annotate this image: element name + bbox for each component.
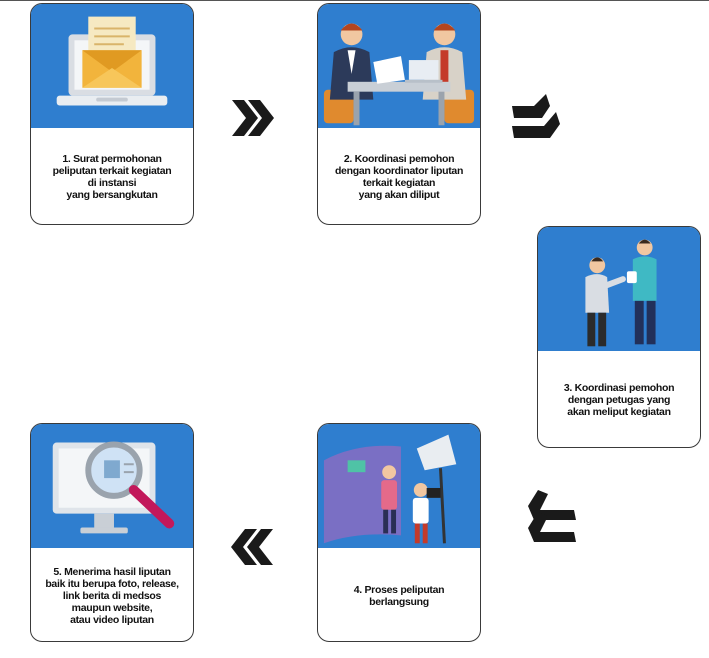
- top-border-line: [0, 0, 709, 1]
- step-2-line-3: terkait kegiatan: [362, 177, 436, 189]
- step-card-3: 3. Koordinasi pemohon dengan petugas yan…: [537, 226, 701, 448]
- laptop-envelope-icon: [31, 4, 193, 128]
- step-4-line-2: berlangsung: [369, 595, 429, 608]
- step-3-line-3: akan meliput kegiatan: [567, 406, 671, 418]
- step-5-line-2: baik itu berupa foto, release,: [45, 577, 179, 590]
- step-5-line-5: atau video liputan: [70, 613, 154, 626]
- two-people-talking-icon: [538, 227, 700, 351]
- arrow-down-left-icon: [524, 488, 580, 544]
- step-card-2: 2. Koordinasi pemohon dengan koordinator…: [317, 3, 481, 225]
- magnifier-monitor-icon: [31, 424, 193, 548]
- step-5-line-1: 5. Menerima hasil liputan: [53, 565, 171, 578]
- step-1-line-4: yang bersangkutan: [66, 189, 158, 201]
- step-2-line-1: 2. Koordinasi pemohon: [343, 153, 455, 165]
- arrow-left-icon: [229, 527, 275, 567]
- step-2-line-4: yang akan diliput: [358, 189, 440, 201]
- step-4-line-1: 4. Proses peliputan: [353, 583, 445, 596]
- step-card-4: 4. Proses peliputan berlangsung: [317, 423, 481, 642]
- step-1-line-2: peliputan terkait kegiatan: [52, 165, 172, 177]
- step-3-line-1: 3. Koordinasi pemohon: [563, 382, 675, 394]
- step-2-line-2: dengan koordinator liputan: [334, 165, 464, 177]
- arrow-down-right-icon: [506, 92, 562, 144]
- step-3-line-2: dengan petugas yang: [567, 394, 671, 406]
- arrow-right-icon: [230, 98, 276, 138]
- video-shooting-icon: [318, 424, 480, 548]
- step-5-line-4: maupun website,: [71, 601, 153, 614]
- step-1-line-1: 1. Surat permohonan: [62, 153, 162, 165]
- step-1-line-3: di instansi: [87, 177, 137, 189]
- meeting-at-desk-icon: [318, 4, 480, 128]
- step-5-line-3: link berita di medsos: [62, 589, 162, 602]
- step-card-1: 1. Surat permohonan peliputan terkait ke…: [30, 3, 194, 225]
- step-card-5: 5. Menerima hasil liputan baik itu berup…: [30, 423, 194, 642]
